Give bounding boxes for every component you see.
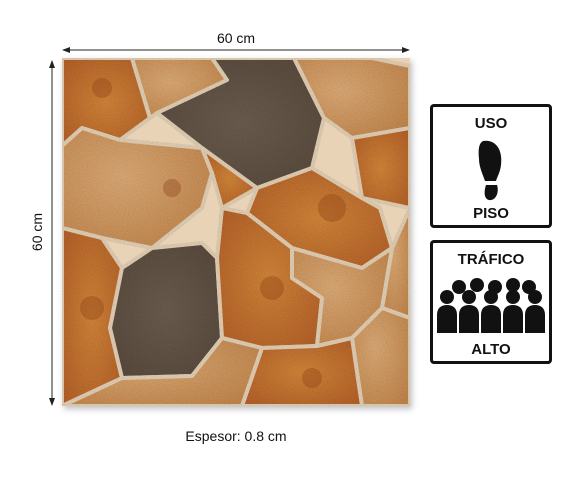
traffic-badge: TRÁFICO ALTO [430, 240, 552, 364]
height-arrow-icon [49, 60, 55, 406]
width-label: 60 cm [216, 30, 256, 46]
height-dimension: 60 cm [24, 60, 64, 406]
footprint-icon [433, 137, 549, 203]
stone-tile-image [60, 56, 412, 408]
usage-badge-title: USO [474, 115, 508, 132]
thickness-caption: Espesor: 0.8 cm [185, 428, 287, 444]
width-dimension: 60 cm [62, 30, 410, 60]
traffic-badge-title: TRÁFICO [457, 251, 525, 268]
usage-badge: USO PISO [430, 104, 552, 228]
usage-badge-value: PISO [473, 205, 509, 222]
width-arrow-icon [62, 47, 410, 53]
traffic-badge-value: ALTO [471, 341, 511, 358]
height-label: 60 cm [29, 212, 45, 252]
crowd-icon [433, 275, 549, 335]
